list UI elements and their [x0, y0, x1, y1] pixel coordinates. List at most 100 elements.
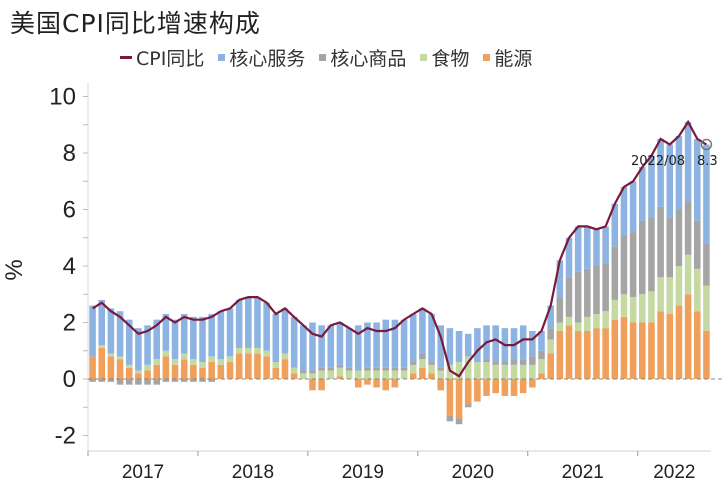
food-bar: [254, 347, 261, 354]
food-bar: [675, 266, 683, 306]
food-bar: [208, 356, 215, 363]
food-bar: [107, 353, 115, 357]
energy-bar: [254, 353, 261, 379]
food-bar: [565, 316, 573, 326]
food-bar: [272, 362, 280, 368]
services-bar: [290, 316, 298, 368]
services-bar: [620, 186, 628, 235]
goods-bar: [483, 359, 490, 363]
energy-bar: [135, 373, 142, 379]
goods-bar: [382, 367, 390, 371]
goods-bar: [153, 379, 160, 385]
services-bar: [492, 325, 499, 363]
energy-bar: [208, 362, 215, 379]
services-bar: [272, 314, 280, 363]
energy-bar: [703, 330, 710, 379]
food-bar: [593, 314, 600, 329]
food-bar: [190, 359, 197, 365]
food-bar: [455, 362, 463, 379]
food-bar: [382, 370, 390, 379]
food-bar: [474, 362, 481, 379]
goods-bar: [116, 379, 124, 385]
energy-bar: [382, 379, 390, 391]
food-bar: [281, 353, 289, 360]
energy-bar: [666, 314, 674, 379]
services-bar: [428, 314, 435, 363]
services-bar: [180, 314, 188, 354]
services-bar: [446, 328, 454, 365]
legend-label: 核心商品: [330, 48, 407, 70]
y-axis-label: %: [1, 259, 28, 280]
food-bar: [538, 359, 545, 374]
food-bar: [629, 297, 637, 323]
services-bar: [354, 325, 362, 371]
services-bar: [171, 319, 179, 360]
swatch-icon: [483, 54, 491, 61]
goods-bar: [446, 415, 454, 422]
energy-bar: [629, 322, 637, 379]
x-tick-label: 2018: [232, 462, 274, 483]
food-bar: [235, 347, 243, 354]
food-bar: [245, 347, 252, 354]
goods-bar: [428, 362, 435, 365]
goods-bar: [89, 379, 96, 382]
food-bar: [602, 311, 609, 329]
food-bar: [226, 356, 234, 363]
x-tick-label: 2021: [562, 462, 604, 483]
goods-bar: [574, 271, 582, 323]
services-bar: [693, 138, 701, 221]
swatch-icon: [218, 54, 226, 61]
energy-bar: [501, 379, 509, 396]
services-bar: [373, 322, 380, 368]
services-bar: [89, 305, 96, 357]
energy-bar: [116, 359, 124, 379]
services-bar: [419, 308, 426, 354]
energy-bar: [593, 328, 600, 379]
energy-bar: [199, 367, 206, 379]
energy-bar: [611, 319, 619, 379]
energy-bar: [492, 379, 499, 394]
swatch-icon: [319, 54, 327, 61]
services-bar: [629, 181, 637, 233]
goods-bar: [464, 404, 472, 408]
food-bar: [290, 367, 298, 374]
energy-bar: [263, 356, 270, 379]
energy-bar: [693, 311, 701, 379]
goods-bar: [703, 243, 710, 286]
food-bar: [400, 370, 408, 379]
energy-bar: [290, 373, 298, 379]
energy-bar: [538, 373, 545, 379]
goods-bar: [373, 367, 380, 371]
food-bar: [327, 370, 335, 379]
goods-bar: [400, 367, 408, 371]
food-bar: [519, 364, 527, 379]
legend-item-goods: 核心商品: [319, 44, 406, 71]
food-bar: [309, 373, 316, 379]
goods-bar: [345, 367, 353, 371]
food-bar: [547, 339, 554, 354]
cpi-line: [92, 119, 707, 378]
services-bar: [245, 297, 252, 348]
services-bar: [300, 325, 307, 371]
services-bar: [703, 144, 710, 244]
services-bar: [208, 314, 215, 357]
goods-bar: [510, 359, 518, 365]
food-bar: [171, 359, 179, 365]
goods-bar: [300, 370, 307, 374]
legend: CPI同比 核心服务 核心商品 食物 能源: [120, 44, 532, 71]
services-bar: [281, 308, 289, 354]
food-bar: [180, 353, 188, 360]
services-bar: [144, 325, 151, 365]
services-bar: [639, 167, 646, 221]
energy-bar: [620, 316, 628, 379]
food-bar: [300, 373, 307, 379]
goods-bar: [171, 379, 179, 382]
services-bar: [309, 322, 316, 371]
energy-bar: [281, 359, 289, 379]
goods-bar: [409, 362, 417, 365]
energy-bar: [217, 364, 225, 379]
energy-bar: [190, 364, 197, 379]
services-bar: [565, 237, 573, 278]
goods-bar: [639, 220, 646, 295]
services-bar: [107, 308, 115, 354]
